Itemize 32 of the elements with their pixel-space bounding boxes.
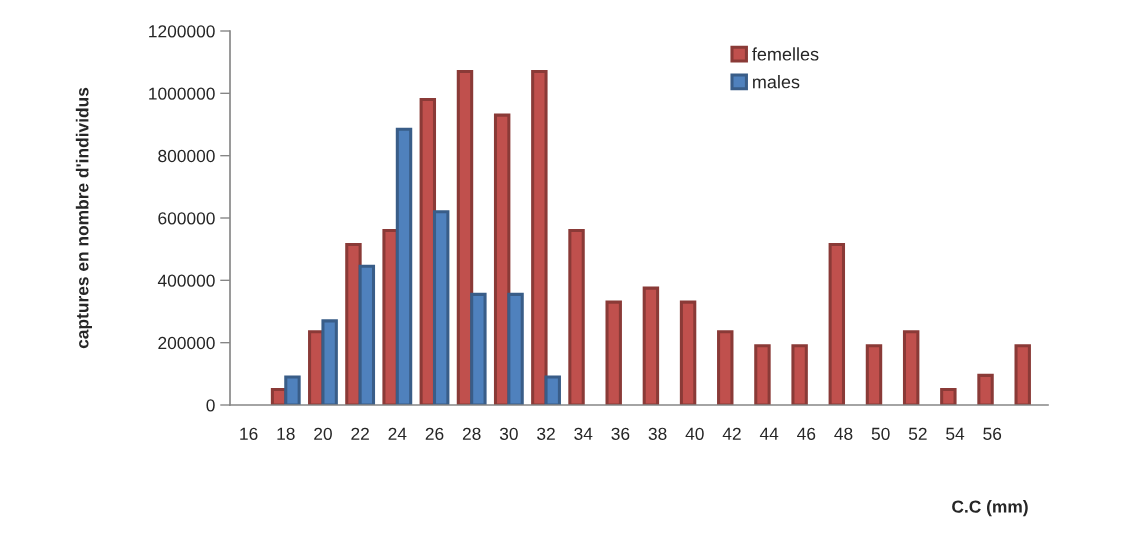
y-tick-label: 200000 — [158, 336, 215, 350]
y-tick-label: 600000 — [158, 212, 215, 225]
y-tick-label: 400000 — [157, 274, 215, 287]
x-tick-label: 42 — [722, 427, 741, 440]
x-tick-label: 34 — [574, 427, 593, 440]
x-tick-label: 16 — [240, 427, 258, 440]
x-tick-label: 32 — [537, 427, 555, 440]
y-axis-title: captures en nombre d'individus — [75, 87, 92, 349]
x-tick-label: 52 — [908, 427, 927, 440]
x-tick-label: 44 — [759, 427, 779, 440]
y-tick-label: 1200000 — [149, 25, 215, 38]
x-tick-label: 56 — [983, 427, 1002, 440]
x-tick-label: 30 — [499, 427, 518, 440]
x-tick-label: 40 — [685, 427, 704, 440]
x-tick-label: 28 — [462, 427, 481, 440]
x-tick-label: 22 — [351, 427, 369, 440]
x-tick-label: 46 — [797, 427, 816, 440]
x-tick-label: 26 — [425, 427, 444, 440]
x-tick-label: 24 — [388, 427, 407, 440]
x-tick-label: 54 — [946, 427, 965, 440]
x-tick-label: 36 — [611, 427, 630, 440]
y-tick-label: 800000 — [158, 149, 215, 163]
legend-label: males — [753, 75, 800, 89]
x-tick-label: 50 — [871, 427, 890, 440]
legend-label: femelles — [752, 47, 819, 61]
x-tick-label: 20 — [314, 427, 332, 440]
x-tick-label: 18 — [277, 427, 295, 440]
x-tick-label: 38 — [648, 427, 667, 440]
y-tick-label: 0 — [206, 399, 215, 412]
y-tick-label: 1000000 — [149, 87, 215, 100]
x-tick-label: 48 — [834, 427, 853, 440]
x-axis-title: C.C (mm) — [952, 500, 1028, 517]
